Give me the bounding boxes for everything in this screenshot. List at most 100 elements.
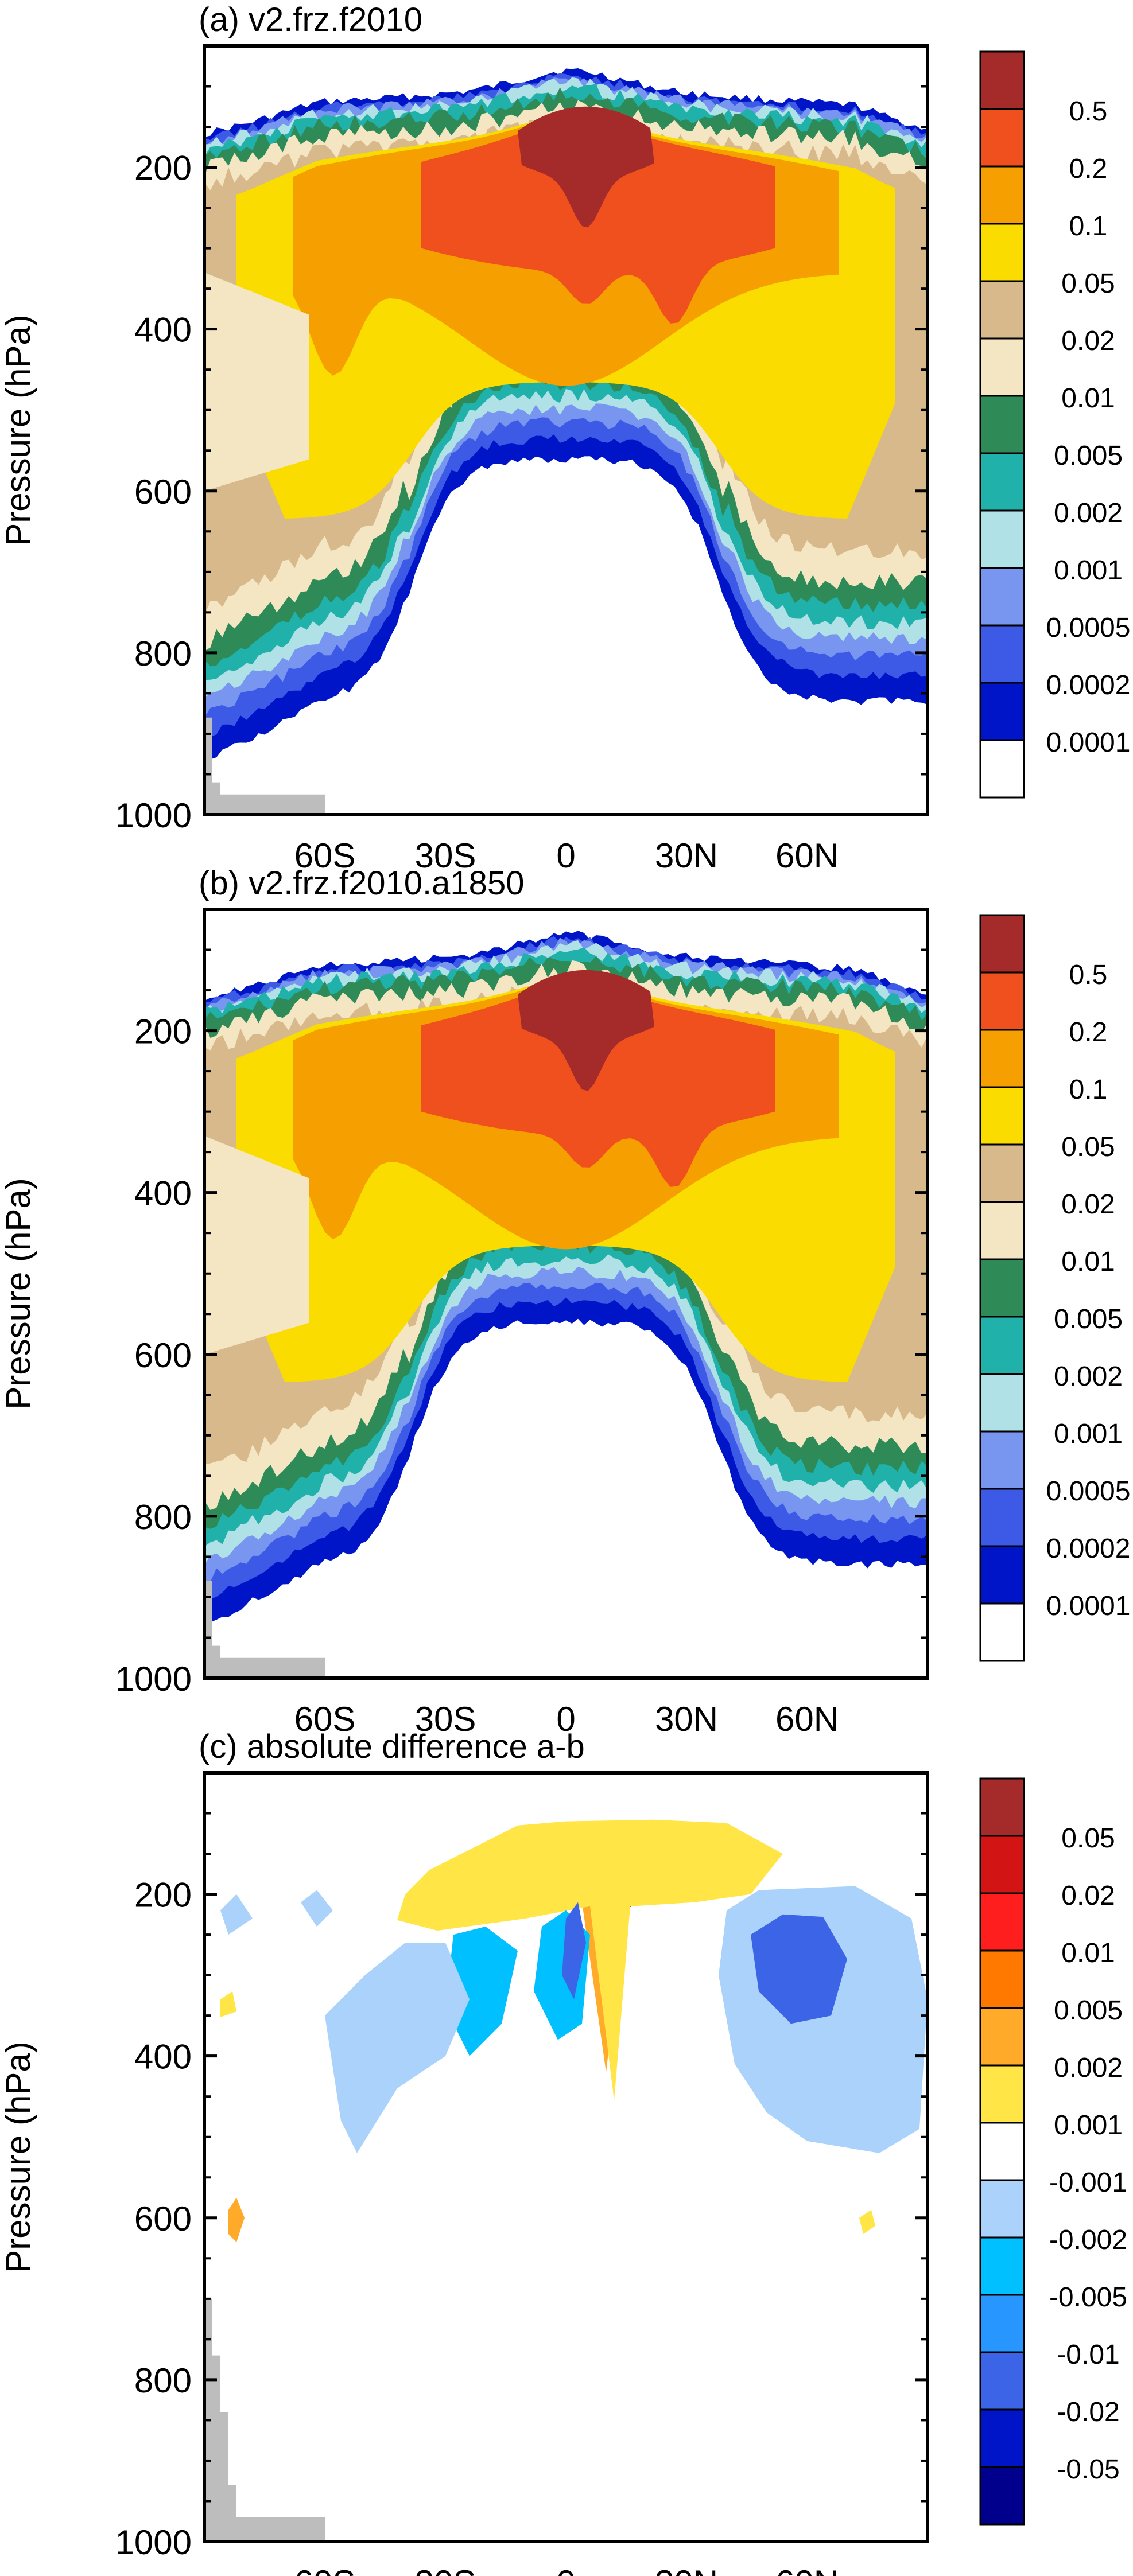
colorbar-swatch xyxy=(979,2408,1025,2468)
x-tick-label: 60N xyxy=(775,1700,839,1738)
colorbar-label: 0.002 xyxy=(1054,498,1123,528)
colorbar-label: 0.5 xyxy=(1069,96,1108,127)
colorbar-label: 0.5 xyxy=(1069,960,1108,990)
plot-frame xyxy=(203,44,929,816)
colorbar-swatch xyxy=(979,2064,1025,2124)
contour-level-0.2 xyxy=(421,121,775,324)
y-tick-label: 400 xyxy=(134,311,192,349)
colorbar-label: -0.005 xyxy=(1049,2282,1127,2313)
colorbar-label: 0.0002 xyxy=(1046,1534,1131,1564)
y-tick-label: 400 xyxy=(134,1174,192,1213)
x-tick-label: 60S xyxy=(294,2563,356,2576)
panel-title: (b) v2.frz.f2010.a1850 xyxy=(199,865,524,902)
x-tick-label: 60N xyxy=(775,2563,839,2576)
colorbar-swatch xyxy=(979,1258,1025,1318)
y-axis-label: Pressure (hPa) xyxy=(0,1178,37,1409)
x-tick-label: 30S xyxy=(415,1700,476,1738)
x-tick-label: 60S xyxy=(294,1700,356,1738)
y-tick-label: 200 xyxy=(134,149,192,188)
contour-level-0.001 xyxy=(397,1819,783,2101)
colorbar-swatch xyxy=(979,971,1025,1031)
colorbar-swatch xyxy=(979,223,1025,282)
topography-mask xyxy=(204,717,325,815)
colorbar-label: 0.002 xyxy=(1054,1361,1123,1392)
contour-level--0.002 xyxy=(301,1890,333,1927)
colorbar-label: 0.02 xyxy=(1061,1189,1115,1220)
contour-level-0.5 xyxy=(518,106,654,228)
contour-level-0.001 xyxy=(859,2209,875,2234)
contour-level--0.02 xyxy=(562,1902,586,1999)
colorbar-swatch xyxy=(979,624,1025,684)
colorbar-label: 0.0005 xyxy=(1046,613,1131,643)
contour-level--0.005 xyxy=(445,1927,518,2056)
x-tick-label: 0 xyxy=(556,836,575,875)
colorbar-label: 0.05 xyxy=(1061,269,1115,299)
colorbar-swatch xyxy=(979,2122,1025,2181)
colorbar-swatch xyxy=(979,1545,1025,1605)
x-tick-label: 30S xyxy=(415,836,476,875)
colorbar-label: 0.0002 xyxy=(1046,670,1131,701)
panel-a: 200 400 600 800 1000 60S 30S 0 30N 60N (a) v2.frz.… xyxy=(0,1,1130,875)
colorbar-swatch xyxy=(979,2179,1025,2239)
colorbar-label: -0.002 xyxy=(1049,2225,1127,2255)
colorbar-label: 0.2 xyxy=(1069,154,1108,184)
contour-level--0.02 xyxy=(751,1914,847,2024)
colorbar-swatch xyxy=(979,2236,1025,2296)
colorbar-label: 0.1 xyxy=(1069,1075,1108,1105)
colorbar-swatch xyxy=(979,2007,1025,2067)
colorbar-swatch xyxy=(979,914,1025,974)
y-axis-label: Pressure (hPa) xyxy=(0,314,37,546)
topography-mask xyxy=(204,1581,325,1678)
x-tick-label: 0 xyxy=(556,1700,575,1738)
colorbar-label: 0.001 xyxy=(1054,2110,1123,2141)
y-tick-label: 200 xyxy=(134,1013,192,1051)
colorbar-swatch xyxy=(979,1373,1025,1433)
colorbar-label: 0.02 xyxy=(1061,326,1115,356)
x-tick-label: 0 xyxy=(556,2563,575,2576)
colorbar-swatch xyxy=(979,1316,1025,1375)
panel-c: 200 400 600 800 1000 60S 30S 0 30N 60N (c) absolut… xyxy=(0,1728,1127,2576)
colorbar-swatch xyxy=(979,337,1025,397)
colorbar-label: 0.001 xyxy=(1054,1419,1123,1449)
contour-level--0.002 xyxy=(325,1943,470,2153)
y-tick-label: 1000 xyxy=(115,2523,192,2562)
panel-title: (c) absolute difference a-b xyxy=(199,1728,585,1765)
colorbar-swatch xyxy=(979,682,1025,741)
colorbar-label: 0.01 xyxy=(1061,1247,1115,1277)
colorbar-swatch xyxy=(979,1029,1025,1088)
contour-field xyxy=(204,46,928,815)
colorbar-swatch xyxy=(979,1892,1025,1952)
colorbar-label: -0.02 xyxy=(1057,2397,1119,2427)
y-axis-label: Pressure (hPa) xyxy=(0,2041,37,2273)
y-tick-label: 800 xyxy=(134,2361,192,2400)
contour-level-0.002 xyxy=(228,2197,245,2243)
colorbar-label: 0.2 xyxy=(1069,1017,1108,1048)
colorbar-label: 0.001 xyxy=(1054,555,1123,586)
colorbar-label: 0.005 xyxy=(1054,1304,1123,1334)
plot-frame xyxy=(203,908,929,1680)
x-tick-label: 60N xyxy=(775,836,839,875)
colorbar-label: 0.0001 xyxy=(1046,727,1131,758)
colorbar-label: -0.001 xyxy=(1049,2168,1127,2198)
colorbar-swatch xyxy=(979,1949,1025,2009)
colorbar-label: 0.005 xyxy=(1054,1995,1123,2026)
contour-level-0.01 xyxy=(204,1135,309,1355)
colorbar-swatch xyxy=(979,280,1025,340)
colorbar-swatch xyxy=(979,395,1025,454)
y-tick-label: 200 xyxy=(134,1876,192,1915)
contour-level-0.2 xyxy=(421,985,775,1187)
x-tick-label: 30S xyxy=(415,2563,476,2576)
colorbar-swatch xyxy=(979,1835,1025,1894)
colorbar-swatch xyxy=(979,50,1025,110)
colorbar-label: 0.01 xyxy=(1061,383,1115,414)
colorbar-label: 0.05 xyxy=(1061,1823,1115,1854)
colorbar-label: 0.002 xyxy=(1054,2053,1123,2083)
colorbar-swatch xyxy=(979,1086,1025,1146)
colorbar-swatch xyxy=(979,2466,1025,2526)
colorbar-swatch xyxy=(979,739,1025,799)
colorbar-swatch xyxy=(979,1430,1025,1490)
colorbar-label: 0.0001 xyxy=(1046,1591,1131,1621)
y-tick-label: 600 xyxy=(134,2200,192,2238)
contour-field xyxy=(204,1773,928,2542)
colorbar-label: 0.05 xyxy=(1061,1132,1115,1162)
